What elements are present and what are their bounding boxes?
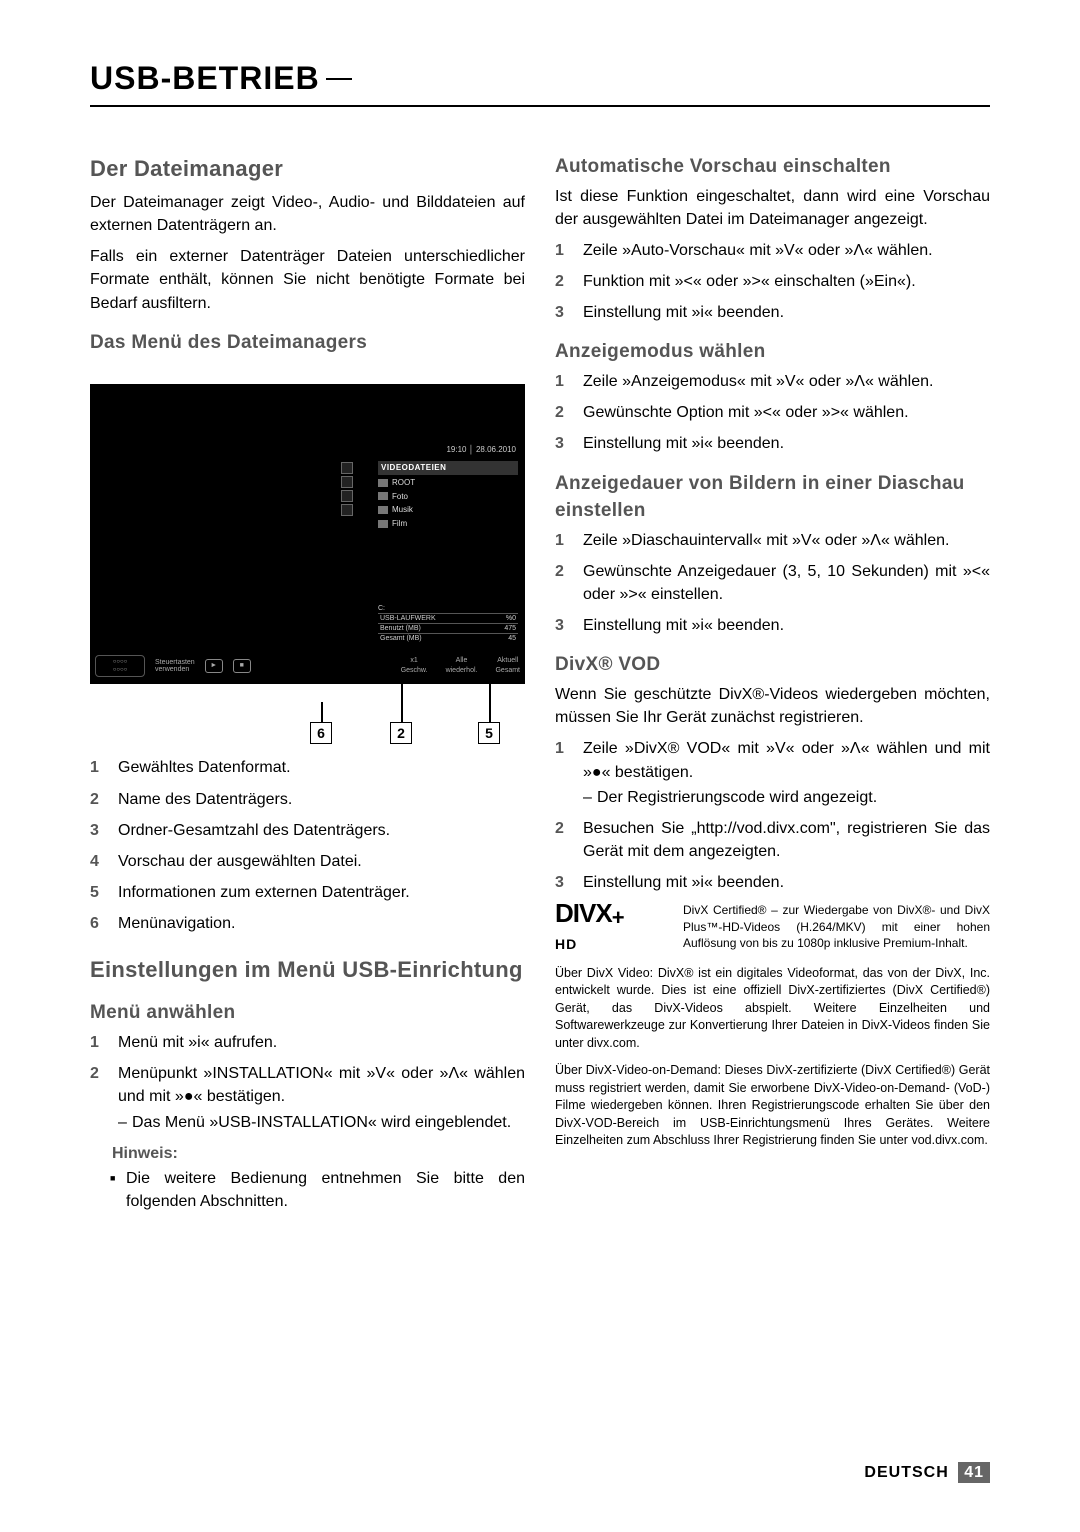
h-dateimanager: Der Dateimanager <box>90 153 525 185</box>
anzeige-list: 1Zeile »Anzeigemodus« mit »V« oder »Λ« w… <box>555 370 990 456</box>
sc-pct: %0 <box>506 614 516 623</box>
h-einst: Einstellungen im Menü USB-Einrichtung <box>90 954 525 986</box>
auto-1: 1Zeile »Auto-Vorschau« mit »V« oder »Λ« … <box>555 239 990 262</box>
divx-p: Wenn Sie geschützte DivX®-Videos wiederg… <box>555 683 990 729</box>
anz-1: 1Zeile »Anzeigemodus« mit »V« oder »Λ« w… <box>555 370 990 393</box>
columns: Der Dateimanager Der Dateimanager zeigt … <box>90 135 990 1213</box>
p-dm1: Der Dateimanager zeigt Video-, Audio- un… <box>90 191 525 237</box>
ad-1: 1Zeile »Diaschauintervall« mit »V« oder … <box>555 529 990 552</box>
sc-driveinfo: C: USB-LAUFWERK %0 Benutzt (MB) 475 Gesamt… <box>378 604 518 643</box>
auto-2: 2Funktion mit »<« oder »>« einschalten (… <box>555 270 990 293</box>
sc-row-foto: Foto <box>392 491 408 503</box>
sc-row-musik: Musik <box>392 504 413 516</box>
h-anzeige: Anzeigemodus wählen <box>555 338 990 366</box>
page-header: USB-BETRIEB <box>90 60 990 107</box>
h-auto: Automatische Vorschau einschalten <box>555 153 990 181</box>
divx-logo: DIVX+ HD <box>555 902 675 954</box>
sc-drive-letter: C: <box>378 604 518 613</box>
footer-page: 41 <box>958 1462 990 1483</box>
footer-lang: DEUTSCH <box>864 1464 948 1481</box>
divx-3: 3Einstellung mit »i« beenden. <box>555 871 990 894</box>
menu-anw-2-sub: Das Menü »USB-INSTALLATION« wird eingebl… <box>118 1111 525 1134</box>
hinweis-text: Die weitere Bedienung entnehmen Sie bitt… <box>90 1167 525 1213</box>
sc-used: 475 <box>504 624 516 633</box>
sc-ctrl-label: Steuertastenverwenden <box>155 659 195 674</box>
sc-drive-name: USB-LAUFWERK <box>380 614 436 623</box>
anz-3: 3Einstellung mit »i« beenden. <box>555 432 990 455</box>
p-dm2: Falls ein externer Datenträger Dateien u… <box>90 245 525 315</box>
auto-3: 3Einstellung mit »i« beenden. <box>555 301 990 324</box>
sc-filelist: VIDEODATEIEN ROOT Foto Musik Film <box>378 461 518 529</box>
screenshot-body: 19:10 │ 28.06.2010 VIDEODATEIEN ROOT Fot… <box>90 384 525 684</box>
anz-2: 2Gewünschte Option mit »<« oder »>« wähl… <box>555 401 990 424</box>
sc-controls: ○○○○○○○○ Steuertastenverwenden ► ■ x1Ges… <box>95 653 520 679</box>
sc-leftbar <box>341 462 355 518</box>
sc-filelist-header: VIDEODATEIEN <box>378 461 518 475</box>
menu-anw-1: 1Menü mit »i« aufrufen. <box>90 1031 525 1054</box>
sc-play-icon: ► <box>205 659 223 673</box>
sc-time: 19:10 <box>446 445 466 454</box>
dateimanager-screenshot: 4 1 3 19:10 │ 28.06.2010 VIDEODATEIEN RO… <box>90 384 525 744</box>
h-divx: DivX® VOD <box>555 651 990 679</box>
callout-6: 6 <box>310 722 332 744</box>
sc-remote-icon: ○○○○○○○○ <box>95 655 145 677</box>
legend-6: 6Menünavigation. <box>90 912 525 935</box>
sc-total-label: Gesamt (MB) <box>380 634 422 643</box>
divx-cert-text: DivX Certified® – zur Wiedergabe von Div… <box>683 902 990 951</box>
legend-1: 1Gewähltes Datenformat. <box>90 756 525 779</box>
legend-2: 2Name des Datenträgers. <box>90 788 525 811</box>
hinweis-label: Hinweis: <box>112 1142 525 1165</box>
callout-5: 5 <box>478 722 500 744</box>
legend-list: 1Gewähltes Datenformat. 2Name des Datent… <box>90 756 525 935</box>
divx-2: 2Besuchen Sie „http://vod.divx.com", reg… <box>555 817 990 863</box>
sc-datetime: 19:10 │ 28.06.2010 <box>446 445 516 455</box>
callout-2: 2 <box>390 722 412 744</box>
divx-cert-block: DIVX+ HD DivX Certified® – zur Wiedergab… <box>555 902 990 954</box>
auto-p: Ist diese Funktion eingeschaltet, dann w… <box>555 185 990 231</box>
sc-row-root: ROOT <box>392 477 415 489</box>
right-column: Automatische Vorschau einschalten Ist di… <box>555 135 990 1213</box>
h-menu-dm: Das Menü des Dateimanagers <box>90 329 525 357</box>
h-menu-anw: Menü anwählen <box>90 999 525 1027</box>
divx-1-sub: Der Registrierungscode wird angezeigt. <box>583 786 990 809</box>
page-footer: DEUTSCH 41 <box>864 1464 990 1482</box>
ad-3: 3Einstellung mit »i« beenden. <box>555 614 990 637</box>
left-column: Der Dateimanager Der Dateimanager zeigt … <box>90 135 525 1213</box>
fine-2: Über DivX-Video-on-Demand: Dieses DivX-z… <box>555 1062 990 1150</box>
sc-total: 45 <box>508 634 516 643</box>
divx-1: 1Zeile »DivX® VOD« mit »V« oder »Λ« wähl… <box>555 737 990 809</box>
legend-4: 4Vorschau der ausgewählten Datei. <box>90 850 525 873</box>
fine-1: Über DivX Video: DivX® ist ein digitales… <box>555 965 990 1053</box>
legend-5: 5Informationen zum externen Datenträger. <box>90 881 525 904</box>
h-anzdauer: Anzeigedauer von Bildern in einer Diasch… <box>555 470 990 525</box>
ad-2: 2Gewünschte Anzeigedauer (3, 5, 10 Sekun… <box>555 560 990 606</box>
sc-meta: x1Geschw. Allewiederhol. AktuellGesamt <box>401 656 520 676</box>
page-title: USB-BETRIEB <box>90 60 352 96</box>
menu-anw-list: 1Menü mit »i« aufrufen. 2Menüpunkt »INST… <box>90 1031 525 1134</box>
sc-date: 28.06.2010 <box>476 445 516 454</box>
auto-list: 1Zeile »Auto-Vorschau« mit »V« oder »Λ« … <box>555 239 990 325</box>
anzdauer-list: 1Zeile »Diaschauintervall« mit »V« oder … <box>555 529 990 638</box>
sc-row-film: Film <box>392 518 407 530</box>
divx-list: 1Zeile »DivX® VOD« mit »V« oder »Λ« wähl… <box>555 737 990 894</box>
sc-stop-icon: ■ <box>233 659 251 673</box>
menu-anw-2: 2Menüpunkt »INSTALLATION« mit »V« oder »… <box>90 1062 525 1134</box>
legend-3: 3Ordner-Gesamtzahl des Datenträgers. <box>90 819 525 842</box>
sc-used-label: Benutzt (MB) <box>380 624 421 633</box>
